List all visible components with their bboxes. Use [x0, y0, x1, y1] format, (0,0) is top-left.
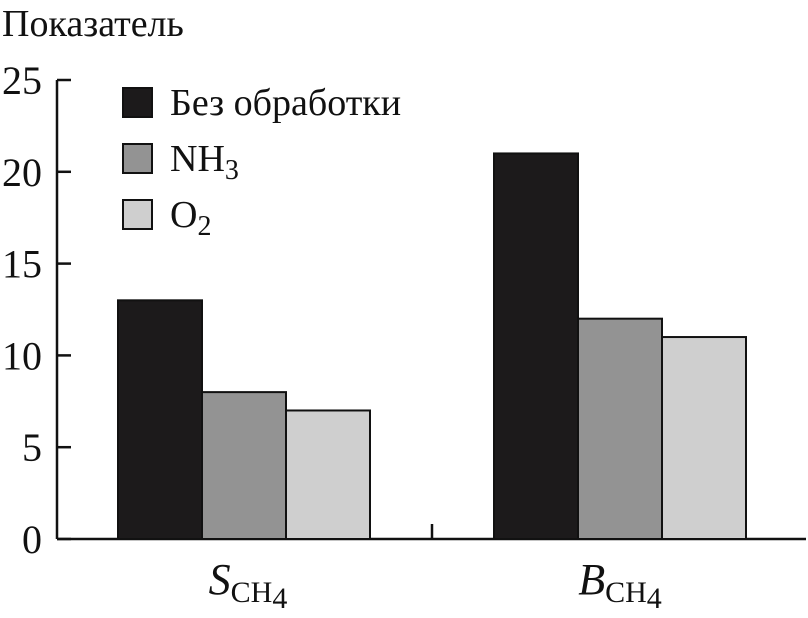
legend-swatch — [122, 143, 153, 174]
legend-label: NH3 — [170, 138, 239, 186]
y-tick-label: 15 — [2, 242, 42, 287]
legend-label: Без обработки — [170, 82, 401, 124]
y-tick-label: 25 — [2, 58, 42, 103]
category-labels: SCH4 BCH4 — [209, 555, 662, 615]
y-axis-label: Показатель — [2, 3, 184, 45]
legend: Без обработки NH3 O2 — [122, 82, 401, 242]
bar — [117, 299, 203, 540]
bar — [661, 336, 747, 541]
y-tick-label: 10 — [2, 333, 42, 378]
bars — [117, 152, 747, 541]
bar — [285, 409, 371, 541]
y-tick-label: 0 — [22, 517, 42, 562]
bar — [493, 152, 579, 540]
legend-label: O2 — [170, 194, 211, 242]
y-tick-label: 5 — [22, 425, 42, 470]
bar — [201, 391, 287, 540]
y-tick-label: 20 — [2, 150, 42, 195]
category-label: BCH4 — [578, 555, 662, 615]
legend-swatch — [122, 199, 153, 230]
bar — [577, 317, 663, 540]
legend-swatch — [122, 87, 153, 118]
y-ticks: 0 5 10 15 20 25 — [2, 58, 71, 562]
category-label: SCH4 — [209, 555, 288, 615]
